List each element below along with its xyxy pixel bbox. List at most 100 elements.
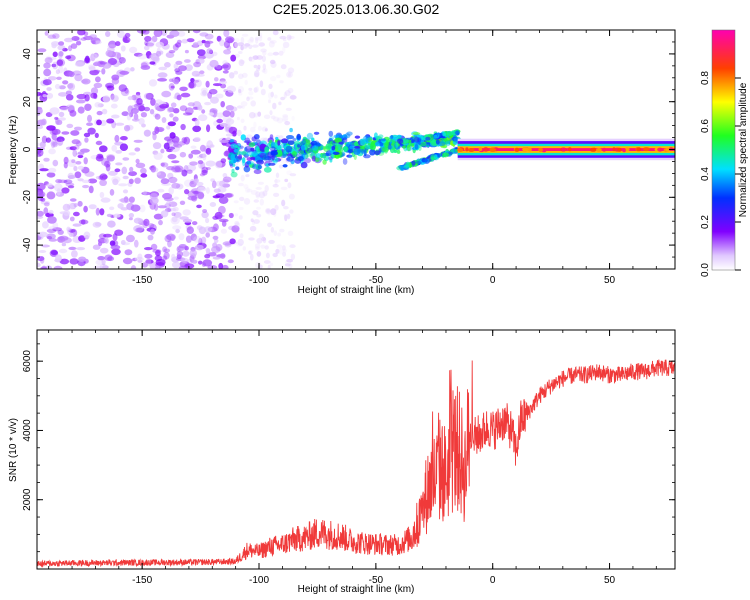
spectrogram-cell xyxy=(52,61,58,70)
spectrogram-cell xyxy=(420,136,426,140)
spectrogram-cell xyxy=(239,59,246,65)
spectrogram-cell xyxy=(257,111,262,117)
spectrogram-cell xyxy=(201,236,207,244)
spectrogram-cell xyxy=(636,147,642,152)
spectrogram-cell xyxy=(252,44,259,48)
spectrogram-cell xyxy=(87,114,92,123)
spectrogram-cell xyxy=(269,39,277,44)
spectrogram-cell xyxy=(169,113,174,118)
spectrogram-cell xyxy=(135,227,144,233)
spectrogram-cell xyxy=(199,173,205,177)
spectrogram-cell xyxy=(269,59,276,65)
spectrogram-cell xyxy=(222,173,228,178)
spectrogram-cell xyxy=(514,147,520,152)
spectrogram-cell xyxy=(110,244,121,250)
spectrogram-cell xyxy=(104,160,111,168)
spectrogram-cell xyxy=(311,145,319,151)
spectrogram-cell xyxy=(83,157,88,165)
spectrogram-cell xyxy=(47,34,57,39)
spectrogram-cell xyxy=(65,90,72,96)
colorbar-tick-label: 0.2 xyxy=(700,215,711,229)
spectrogram-cell xyxy=(331,145,336,151)
spectrogram-cell xyxy=(173,142,179,148)
spectrogram-cell xyxy=(78,235,86,242)
spectrogram-cell xyxy=(101,258,106,266)
spectrogram-cell xyxy=(255,86,259,93)
spectrogram-cell xyxy=(168,186,174,195)
spectrogram-cell xyxy=(158,128,164,132)
spectrogram-cell xyxy=(196,204,202,209)
spectrogram-cell xyxy=(248,250,252,255)
spectrogram-cell xyxy=(261,69,266,73)
spectrogram-cell xyxy=(164,62,171,68)
spectrogram-cell xyxy=(284,90,291,97)
spectrogram-cell xyxy=(261,55,266,62)
spectrogram-cell xyxy=(47,57,57,60)
spectrogram-cell xyxy=(144,35,152,42)
spectrogram-cell xyxy=(62,203,71,211)
spectrogram-cell xyxy=(167,146,176,150)
spectrogram-cell xyxy=(43,68,52,77)
spectrogram-cell xyxy=(170,102,177,108)
spectrogram-cell xyxy=(187,81,197,89)
spectrogram-cell xyxy=(287,213,291,220)
spectrogram-cell xyxy=(241,33,249,37)
spectrogram-cell xyxy=(272,252,278,258)
spectrogram-cell xyxy=(84,137,89,143)
spectrogram-cell xyxy=(249,36,254,42)
spectrogram-cell xyxy=(83,35,93,41)
spectrogram-cell xyxy=(45,137,52,143)
snr-series-line xyxy=(37,359,675,568)
spectrogram-cell xyxy=(231,131,237,137)
spectrogram-cell xyxy=(205,147,212,155)
spectrogram-cell xyxy=(201,166,209,174)
spectrogram-cell xyxy=(107,44,117,49)
spectrogram-cell xyxy=(434,154,438,160)
spectrogram-cell xyxy=(99,145,108,153)
spectrogram-cell xyxy=(274,178,278,186)
spectrogram-cell xyxy=(238,151,247,155)
spectrogram-cell xyxy=(212,256,221,260)
spectrogram-cell xyxy=(351,142,360,146)
spectrogram-cell xyxy=(528,147,532,152)
spectrogram-cell xyxy=(77,200,83,207)
spectrogram-cell xyxy=(133,217,143,224)
spectrogram-cell xyxy=(292,150,296,157)
spectrogram-cell xyxy=(255,186,262,190)
spectrogram-cell xyxy=(137,53,148,60)
spectrogram-cell xyxy=(278,101,282,106)
spectrogram-cell xyxy=(306,150,311,158)
spectrogram-cell xyxy=(665,147,670,152)
spectrogram-cell xyxy=(248,237,255,241)
spectrogram-cell xyxy=(158,219,163,226)
spectrogram-cell xyxy=(218,205,226,214)
spectrogram-cell xyxy=(243,184,249,189)
spectrogram-cell xyxy=(332,151,340,155)
spectrogram-cell xyxy=(184,49,189,54)
spectrogram-cell xyxy=(269,110,273,116)
spectrogram-cell xyxy=(328,130,334,137)
spectrogram-cell xyxy=(345,142,350,147)
spectrogram-cell xyxy=(37,48,47,53)
spectrogram-cell xyxy=(161,117,167,123)
spectrogram-cell xyxy=(160,162,169,168)
spectrogram-cell xyxy=(49,107,60,115)
spectrogram-cell xyxy=(117,203,124,209)
spectrogram-cell xyxy=(233,148,239,153)
spectrogram-cell xyxy=(468,148,475,152)
spectrogram-cell xyxy=(143,92,152,100)
spectrogram-cell xyxy=(196,49,206,56)
spectrogram-cell xyxy=(57,229,64,235)
spectrogram-cell xyxy=(253,199,259,203)
spectrogram-cell xyxy=(248,250,253,254)
spectrogram-cell xyxy=(46,228,57,233)
spectrogram-cell xyxy=(209,202,217,207)
spectrogram-cell xyxy=(154,265,160,269)
spectrogram-cell xyxy=(199,32,209,37)
spectrogram-cell xyxy=(55,254,62,262)
spectrogram-cell xyxy=(188,81,195,89)
spectrogram-cell xyxy=(218,80,228,85)
spectrogram-cell xyxy=(171,160,180,164)
spectrogram-cell xyxy=(264,146,270,153)
spectrogram-cell xyxy=(152,56,160,62)
